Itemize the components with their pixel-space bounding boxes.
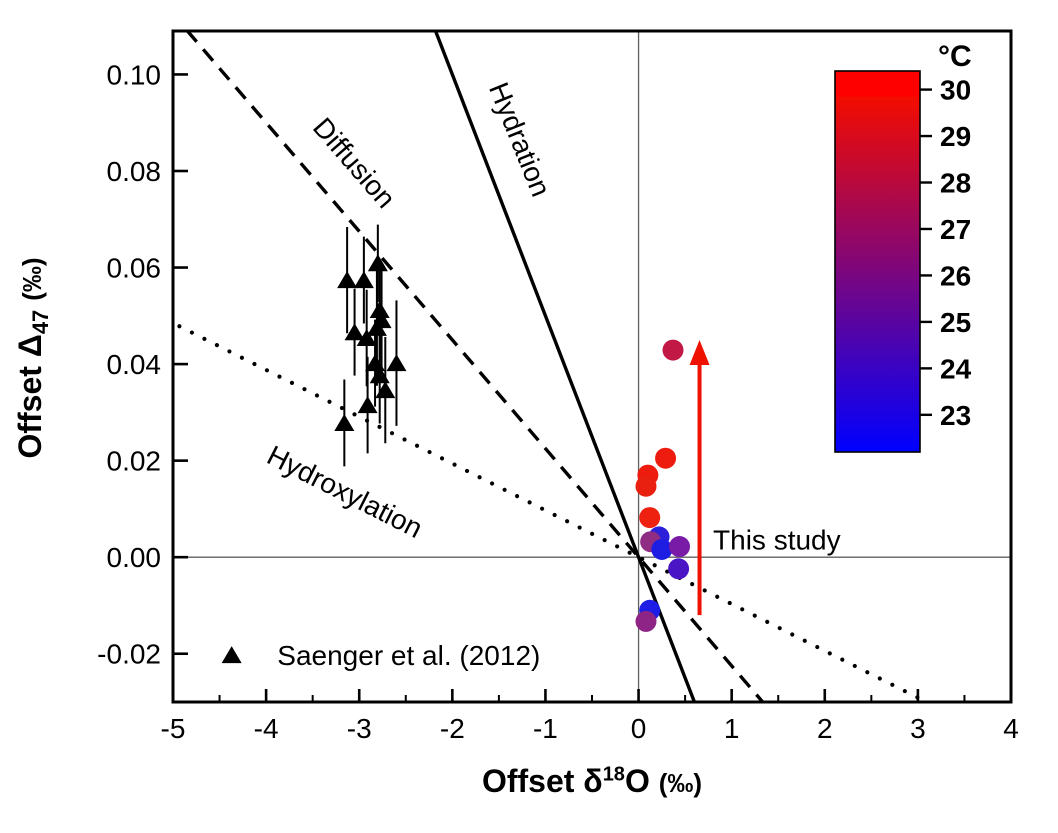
- colorbar-tick-label: 30: [940, 75, 971, 106]
- data-point-triangle: [369, 301, 390, 319]
- x-axis-title-text: Offset δ: [481, 763, 603, 799]
- y-axis-title: Offset Δ47 (‰): [12, 257, 54, 458]
- x-tick-label: 4: [1003, 713, 1019, 744]
- this-study-label: This study: [713, 524, 841, 555]
- data-point-triangle: [367, 254, 388, 272]
- data-point-triangle: [356, 329, 377, 347]
- colorbar-tick-label: 25: [940, 307, 971, 338]
- data-point-circle: [635, 610, 657, 632]
- data-point-triangle: [337, 271, 358, 289]
- y-tick-label: 0.02: [107, 446, 162, 477]
- y-tick-label: -0.02: [97, 639, 161, 670]
- data-point-triangle: [386, 354, 407, 372]
- data-point-triangle: [375, 381, 396, 399]
- saenger-series-group: [334, 224, 407, 467]
- x-tick-label: -4: [254, 713, 279, 744]
- colorbar-tick-label: 29: [940, 121, 971, 152]
- data-point-triangle: [357, 396, 378, 414]
- legend-label: Saenger et al. (2012): [277, 640, 540, 671]
- data-point-circle: [635, 475, 657, 497]
- legend-triangle-marker: [221, 646, 242, 664]
- data-point-circle: [668, 558, 690, 580]
- colorbar-tick-label: 28: [940, 168, 971, 199]
- y-tick-label: 0.00: [107, 542, 162, 573]
- data-point-triangle: [334, 413, 355, 431]
- data-point-triangle: [353, 271, 374, 289]
- temperature-trend-arrow-head: [689, 339, 710, 365]
- y-axis-title-text: Offset Δ: [11, 334, 48, 459]
- x-tick-label: 1: [724, 713, 740, 744]
- colorbar-tick-label: 27: [940, 214, 971, 245]
- y-axis-title-sub: 47: [28, 309, 54, 335]
- x-tick-label: 0: [631, 713, 647, 744]
- data-point-circle: [669, 536, 691, 558]
- y-tick-label: 0.04: [107, 349, 162, 380]
- colorbar-title: °C: [938, 40, 972, 73]
- x-tick-label: -2: [440, 713, 465, 744]
- hydration-line: [433, 31, 697, 702]
- x-tick-label: 2: [817, 713, 833, 744]
- y-axis-title-unit: (‰): [16, 257, 47, 301]
- x-tick-label: -3: [347, 713, 372, 744]
- x-tick-label: -1: [533, 713, 558, 744]
- hydroxylation-line: [173, 320, 932, 702]
- colorbar-tick-label: 23: [940, 400, 971, 431]
- diffusion-line-label: Diffusion: [307, 112, 402, 214]
- process-lines-group: [173, 31, 932, 702]
- data-point-triangle: [344, 323, 365, 341]
- colorbar: [834, 70, 921, 453]
- x-axis-title: Offset δ18O (‰): [173, 763, 1011, 800]
- y-tick-label: 0.06: [107, 253, 162, 284]
- this-study-series-group: [635, 339, 691, 632]
- data-point-circle: [655, 447, 677, 469]
- x-axis-title-unit: (‰): [658, 768, 703, 798]
- y-tick-label: 0.10: [107, 59, 162, 90]
- x-axis-title-element: O: [624, 763, 650, 799]
- data-point-circle: [662, 339, 684, 361]
- data-point-circle: [651, 538, 673, 560]
- x-tick-label: 3: [910, 713, 926, 744]
- x-tick-label: -5: [161, 713, 186, 744]
- x-axis-title-sup: 18: [602, 763, 625, 786]
- data-point-circle: [639, 507, 661, 529]
- colorbar-tick-label: 24: [940, 353, 972, 384]
- data-point-triangle: [366, 318, 387, 336]
- colorbar-tick-label: 26: [940, 260, 971, 291]
- y-tick-label: 0.08: [107, 156, 162, 187]
